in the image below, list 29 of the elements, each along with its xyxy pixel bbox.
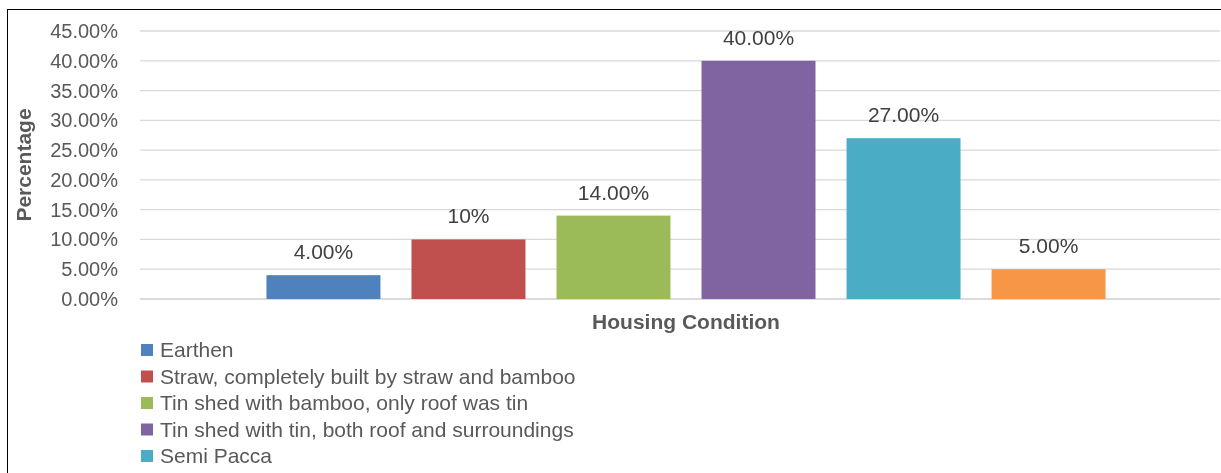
bar: [701, 60, 816, 299]
y-tick-label: 45.00%: [50, 20, 119, 42]
y-axis-title: Percentage: [12, 108, 35, 222]
data-label: 40.00%: [722, 25, 795, 49]
bar: [556, 215, 671, 299]
y-tick-label: 10.00%: [50, 228, 119, 251]
y-tick-label: 35.00%: [50, 79, 119, 102]
y-tick-label: 40.00%: [50, 49, 119, 72]
y-tick-label: 25.00%: [50, 139, 119, 162]
legend-label: Semi Pacca: [160, 444, 273, 468]
data-label: 27.00%: [867, 103, 940, 127]
data-label: 14.00%: [577, 180, 650, 204]
y-tick-label: 5.00%: [61, 258, 119, 281]
bar: [411, 239, 526, 299]
bar: [846, 138, 961, 299]
legend-label: Tin shed with bamboo, only roof was tin: [160, 391, 529, 415]
legend-label: Straw, completely built by straw and bamboo: [160, 364, 576, 388]
data-label: 4.00%: [293, 240, 354, 264]
data-label: 10%: [447, 204, 490, 228]
y-tick-label: 20.00%: [50, 168, 119, 191]
bar: [266, 275, 381, 299]
data-label: 5.00%: [1018, 234, 1079, 258]
y-tick-label: 30.00%: [50, 109, 119, 132]
legend-label: Earthen: [160, 338, 234, 362]
bar: [991, 269, 1106, 299]
y-tick-label: 15.00%: [50, 198, 119, 221]
y-tick-label: 0.00%: [61, 288, 119, 310]
x-axis-title: Housing Condition: [592, 310, 780, 333]
legend-label: Tin shed with tin, both roof and surroundings: [160, 417, 574, 441]
